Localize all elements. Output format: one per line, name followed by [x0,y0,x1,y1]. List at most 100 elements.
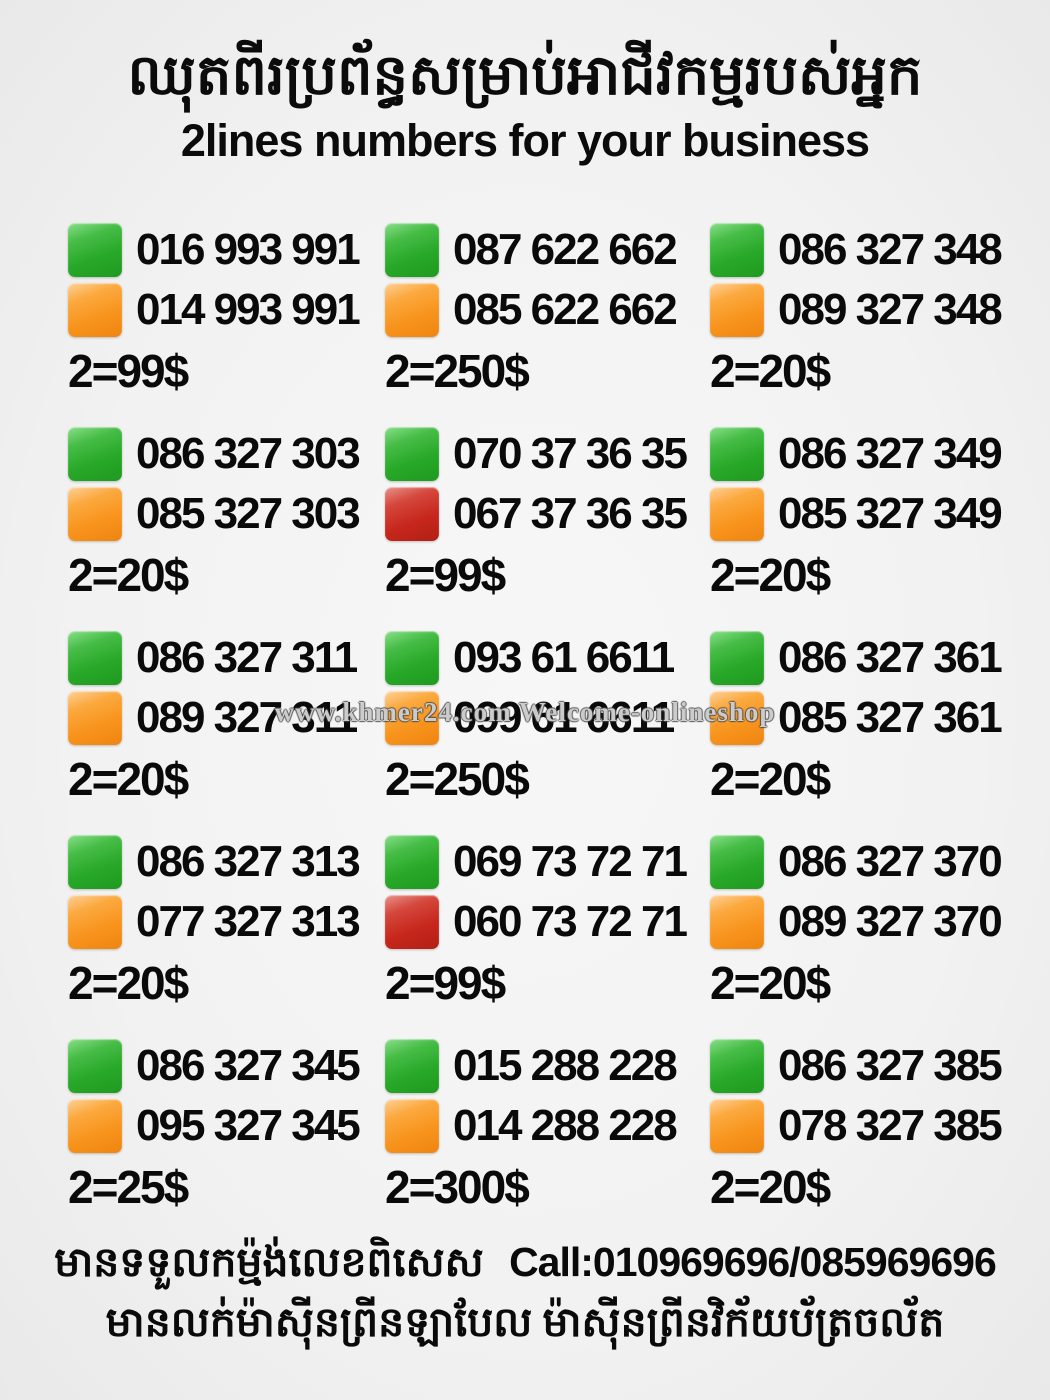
phone-number-2: 085 622 662 [453,285,678,334]
price-label: 2=99$ [385,957,506,1009]
number-line-1: 086 327 303 [68,424,385,484]
number-pair-card: 086 327 349 085 327 349 2=20$ [710,424,1003,601]
sim-orange-icon [385,1099,439,1153]
sim-green-icon [68,223,122,277]
number-line-2: 085 327 303 [68,484,385,544]
phone-number-2: 014 993 991 [136,285,361,334]
number-pair-card: 086 327 348 089 327 348 2=20$ [710,220,1003,397]
price-label: 2=20$ [68,957,189,1009]
number-line-1: 087 622 662 [385,220,710,280]
number-pair-card: 086 327 303 085 327 303 2=20$ [68,424,385,600]
price-label: 2=20$ [68,549,189,601]
sim-orange-icon [385,283,439,337]
number-pair-card: 086 327 313 077 327 313 2=20$ [68,832,385,1008]
number-line-1: 015 288 228 [385,1036,710,1096]
price-label: 2=20$ [710,1161,831,1213]
price-label: 2=250$ [385,345,530,397]
price-label: 2=250$ [385,753,530,805]
sim-orange-icon [68,895,122,949]
phone-number-1: 069 73 72 71 [453,837,688,886]
number-line-1: 070 37 36 35 [385,424,710,484]
sim-red-icon [385,487,439,541]
number-line-1: 086 327 349 [710,424,1003,484]
price-label: 2=20$ [710,957,831,1009]
phone-number-1: 087 622 662 [453,225,678,274]
phone-number-2: 078 327 385 [778,1101,1003,1150]
sim-orange-icon [68,691,122,745]
number-line-2: 060 73 72 71 [385,892,710,952]
number-line-1: 086 327 313 [68,832,385,892]
sim-green-icon [385,631,439,685]
number-pair-card: 086 327 370 089 327 370 2=20$ [710,832,1003,1009]
sim-orange-icon [68,487,122,541]
phone-number-1: 086 327 349 [778,429,1003,478]
phone-number-2: 089 327 311 [136,693,358,742]
sim-green-icon [385,427,439,481]
sim-green-icon [68,1039,122,1093]
phone-number-1: 086 327 348 [778,225,1003,274]
price-label: 2=20$ [68,753,189,805]
price-label: 2=20$ [710,549,831,601]
number-line-1: 093 61 6611 [385,628,710,688]
sim-green-icon [710,835,764,889]
phone-number-1: 086 327 313 [136,837,361,886]
sim-green-icon [385,223,439,277]
phone-number-2: 085 327 361 [778,693,1003,742]
price-label: 2=20$ [710,345,831,397]
number-line-1: 069 73 72 71 [385,832,710,892]
number-line-1: 086 327 311 [68,628,385,688]
sim-green-icon [710,223,764,277]
flyer-header: ឈុតពីរប្រព័ន្ធសម្រាប់អាជីវកម្មរបស់អ្នក 2… [0,40,1050,168]
number-line-2: 089 327 311 [68,688,385,748]
numbers-grid: 016 993 991 014 993 991 2=99$ 087 622 66… [68,220,1050,1212]
footer-khmer-printer-text: មានលក់ម៉ាស៊ីនព្រីនឡាបែល ម៉ាស៊ីនព្រីនវិក័… [105,1299,945,1345]
price-label: 2=99$ [385,549,506,601]
number-line-1: 016 993 991 [68,220,385,280]
sim-green-icon [710,427,764,481]
sim-orange-icon [710,283,764,337]
phone-number-2: 095 327 345 [136,1101,361,1150]
phone-number-2: 085 327 349 [778,489,1003,538]
number-pair-card: 086 327 385 078 327 385 2=20$ [710,1036,1003,1213]
number-line-2: 085 327 361 [710,688,1003,748]
sim-orange-icon [710,1099,764,1153]
sim-green-icon [385,1039,439,1093]
sim-green-icon [710,631,764,685]
number-line-1: 086 327 361 [710,628,1003,688]
footer-call-numbers: Call:010969696/085969696 [509,1239,997,1285]
sim-orange-icon [710,487,764,541]
number-line-2: 095 327 345 [68,1096,385,1156]
sim-green-icon [68,427,122,481]
sim-orange-icon [68,1099,122,1153]
number-pair-card: 070 37 36 35 067 37 36 35 2=99$ [385,424,710,600]
number-line-1: 086 327 385 [710,1036,1003,1096]
number-line-2: 085 327 349 [710,484,1003,544]
number-line-2: 014 993 991 [68,280,385,340]
price-label: 2=20$ [710,753,831,805]
number-pair-card: 086 327 361 085 327 361 2=20$ [710,628,1003,805]
number-pair-card: 087 622 662 085 622 662 2=250$ [385,220,710,396]
phone-number-1: 016 993 991 [136,225,361,274]
sim-green-icon [68,835,122,889]
phone-number-1: 093 61 6611 [453,633,675,682]
number-line-1: 086 327 348 [710,220,1003,280]
sim-red-icon [385,895,439,949]
phone-number-1: 086 327 370 [778,837,1003,886]
sim-green-icon [710,1039,764,1093]
number-pair-card: 086 327 311 089 327 311 2=20$ [68,628,385,804]
price-label: 2=25$ [68,1161,189,1213]
number-line-1: 086 327 345 [68,1036,385,1096]
phone-number-1: 086 327 311 [136,633,358,682]
number-line-1: 086 327 370 [710,832,1003,892]
sim-orange-icon [710,691,764,745]
page-subtitle-english: 2lines numbers for your business [180,115,870,166]
number-pair-card: 015 288 228 014 288 228 2=300$ [385,1036,710,1212]
phone-number-1: 086 327 385 [778,1041,1003,1090]
number-line-2: 014 288 228 [385,1096,710,1156]
phone-number-1: 015 288 228 [453,1041,678,1090]
phone-number-1: 086 327 303 [136,429,361,478]
footer-order-line: មានទទួលកម្ម៉ង់លេខពិសេស Call:010969696/08… [0,1232,1050,1292]
number-line-2: 099 61 6611 [385,688,710,748]
number-pair-card: 069 73 72 71 060 73 72 71 2=99$ [385,832,710,1008]
price-label: 2=300$ [385,1161,530,1213]
